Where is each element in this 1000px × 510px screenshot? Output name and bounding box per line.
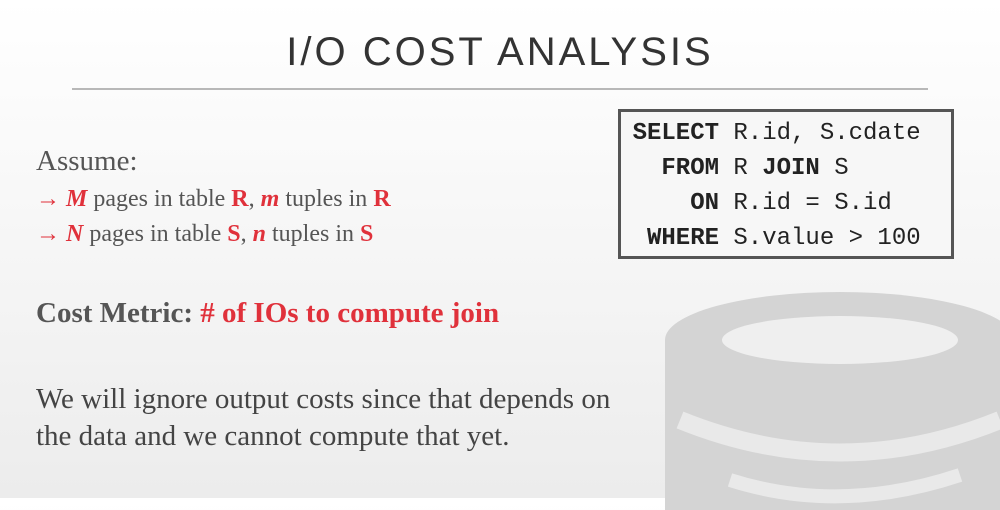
sql-row-on: ON R.id = S.id xyxy=(690,190,892,217)
arrow-icon: → xyxy=(36,221,60,247)
cost-metric: Cost Metric: # of IOs to compute join xyxy=(36,297,499,330)
assume-heading: Assume: xyxy=(36,145,138,177)
database-cylinder-logo xyxy=(665,292,1000,510)
output-cost-note: We will ignore output costs since that d… xyxy=(36,383,611,452)
sql-row-where: WHERE S.value > 100 xyxy=(646,225,921,252)
cost-metric-value: # of IOs to compute join xyxy=(200,297,500,329)
title-divider xyxy=(72,88,928,90)
sql-row-from: FROM R JOIN S xyxy=(661,155,849,182)
page-title: I/O COST ANALYSIS xyxy=(286,30,714,74)
assume-bullet-s: → N pages in table S, n tuples in S xyxy=(36,221,374,247)
assume-bullet-r: → M pages in table R, m tuples in R xyxy=(36,186,391,212)
sql-row-select: SELECT R.id, S.cdate xyxy=(632,120,921,147)
arrow-icon: → xyxy=(36,186,60,212)
sql-query-box: SELECT R.id, S.cdate FROM R JOIN S ON R.… xyxy=(618,109,954,259)
cost-metric-label: Cost Metric: xyxy=(36,297,193,329)
